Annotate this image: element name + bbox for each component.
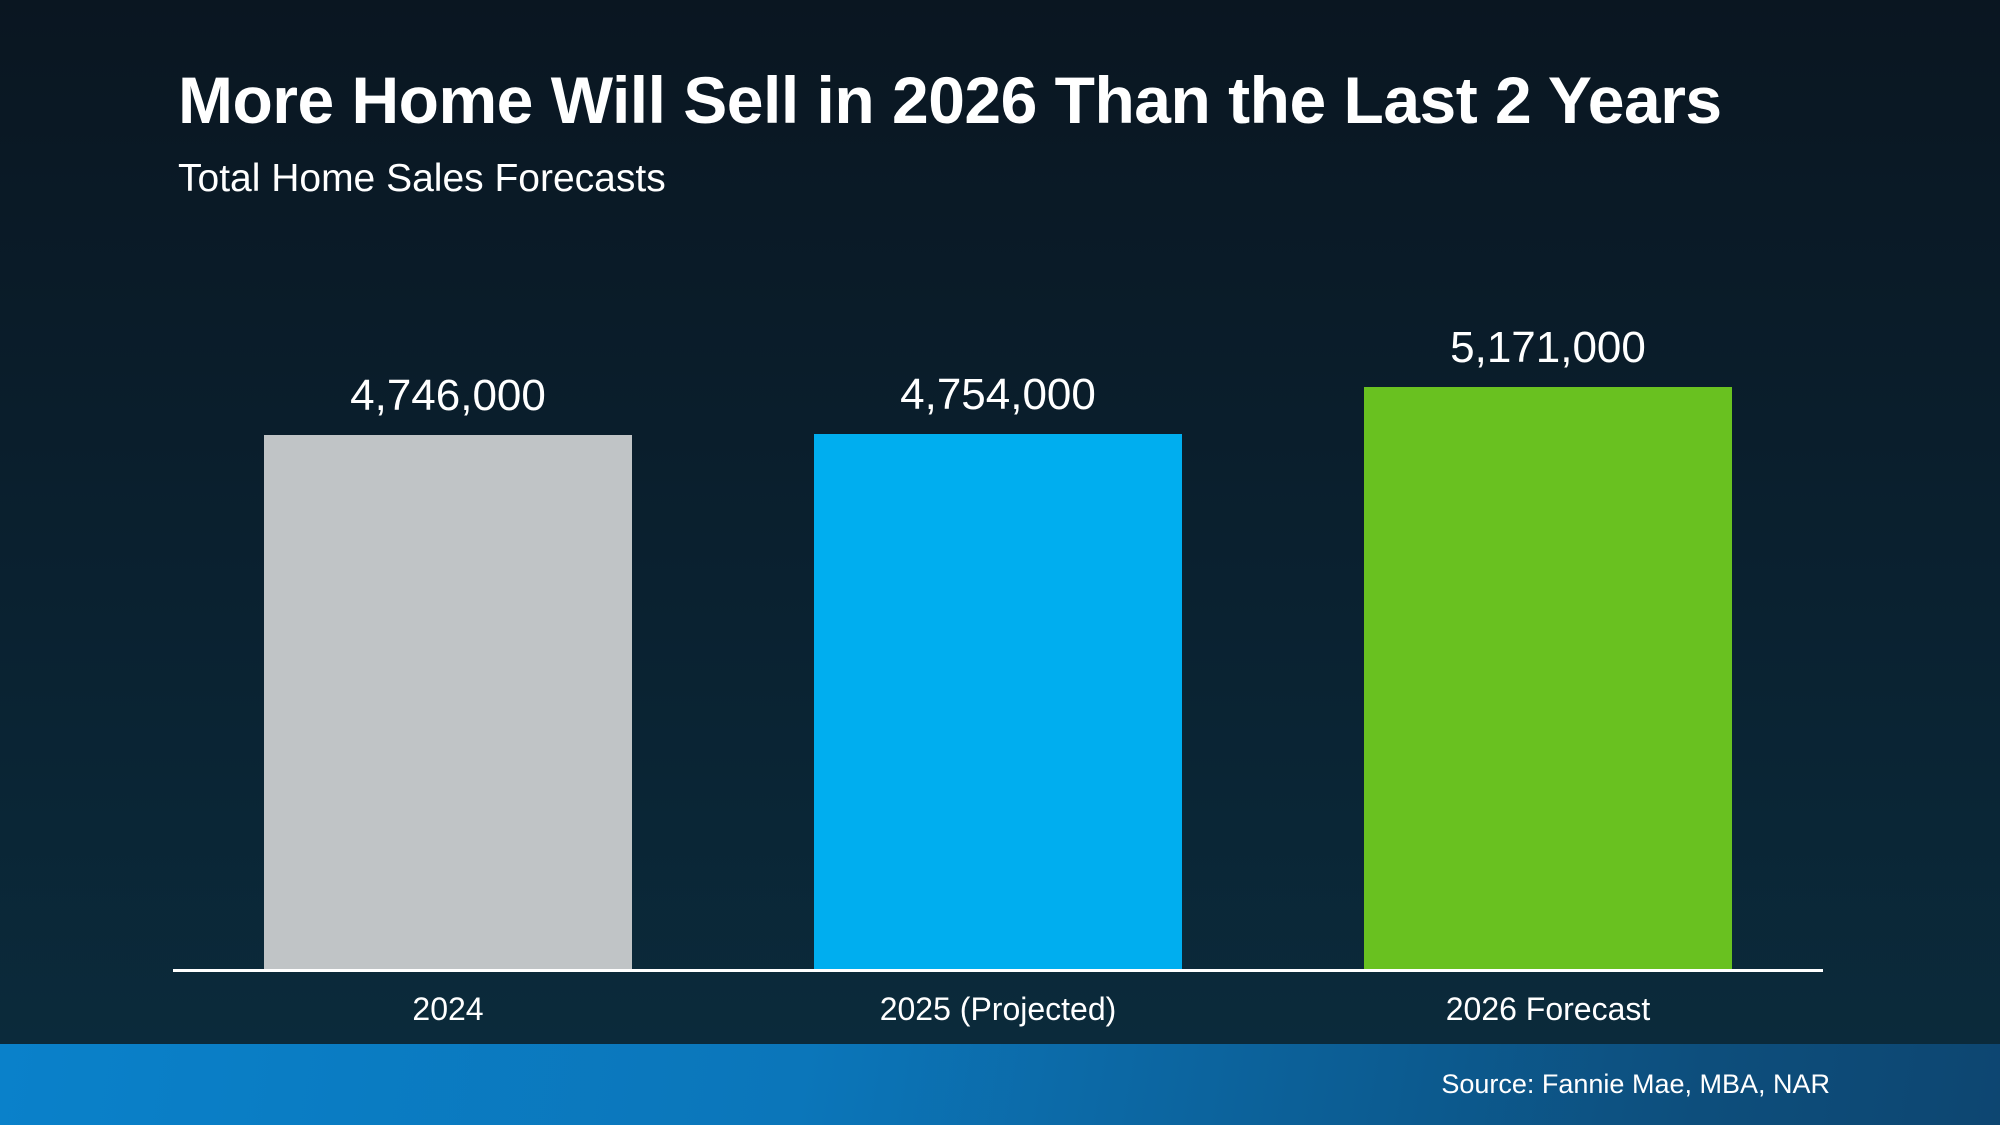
chart-subtitle: Total Home Sales Forecasts	[178, 157, 666, 200]
bar-2026-forecast	[1364, 387, 1732, 969]
footer-bar: Source: Fannie Mae, MBA, NAR	[0, 1044, 2000, 1125]
bar-value-label: 4,746,000	[350, 371, 546, 420]
chart-title: More Home Will Sell in 2026 Than the Las…	[178, 63, 1722, 137]
x-axis-label-2026-forecast: 2026 Forecast	[1445, 991, 1651, 1027]
plot-area: 4,746,000 4,754,000 5,171,000	[173, 280, 1823, 969]
source-text: Source: Fannie Mae, MBA, NAR	[1441, 1069, 1830, 1099]
bar-2025-projected	[814, 434, 1182, 969]
bar-group-2026-forecast: 5,171,000	[1273, 280, 1823, 969]
x-axis-line	[173, 969, 1823, 972]
bar-group-2024: 4,746,000	[173, 280, 723, 969]
bar-value-label: 5,171,000	[1450, 323, 1646, 372]
x-axis-label-2024: 2024	[412, 991, 484, 1027]
bar-2024	[264, 435, 632, 969]
x-axis-labels: 2024 2025 (Projected) 2026 Forecast	[173, 990, 1823, 1028]
x-axis-label-2025-projected: 2025 (Projected)	[879, 991, 1117, 1027]
bar-value-label: 4,754,000	[900, 370, 1096, 419]
bar-group-2025-projected: 4,754,000	[723, 280, 1273, 969]
